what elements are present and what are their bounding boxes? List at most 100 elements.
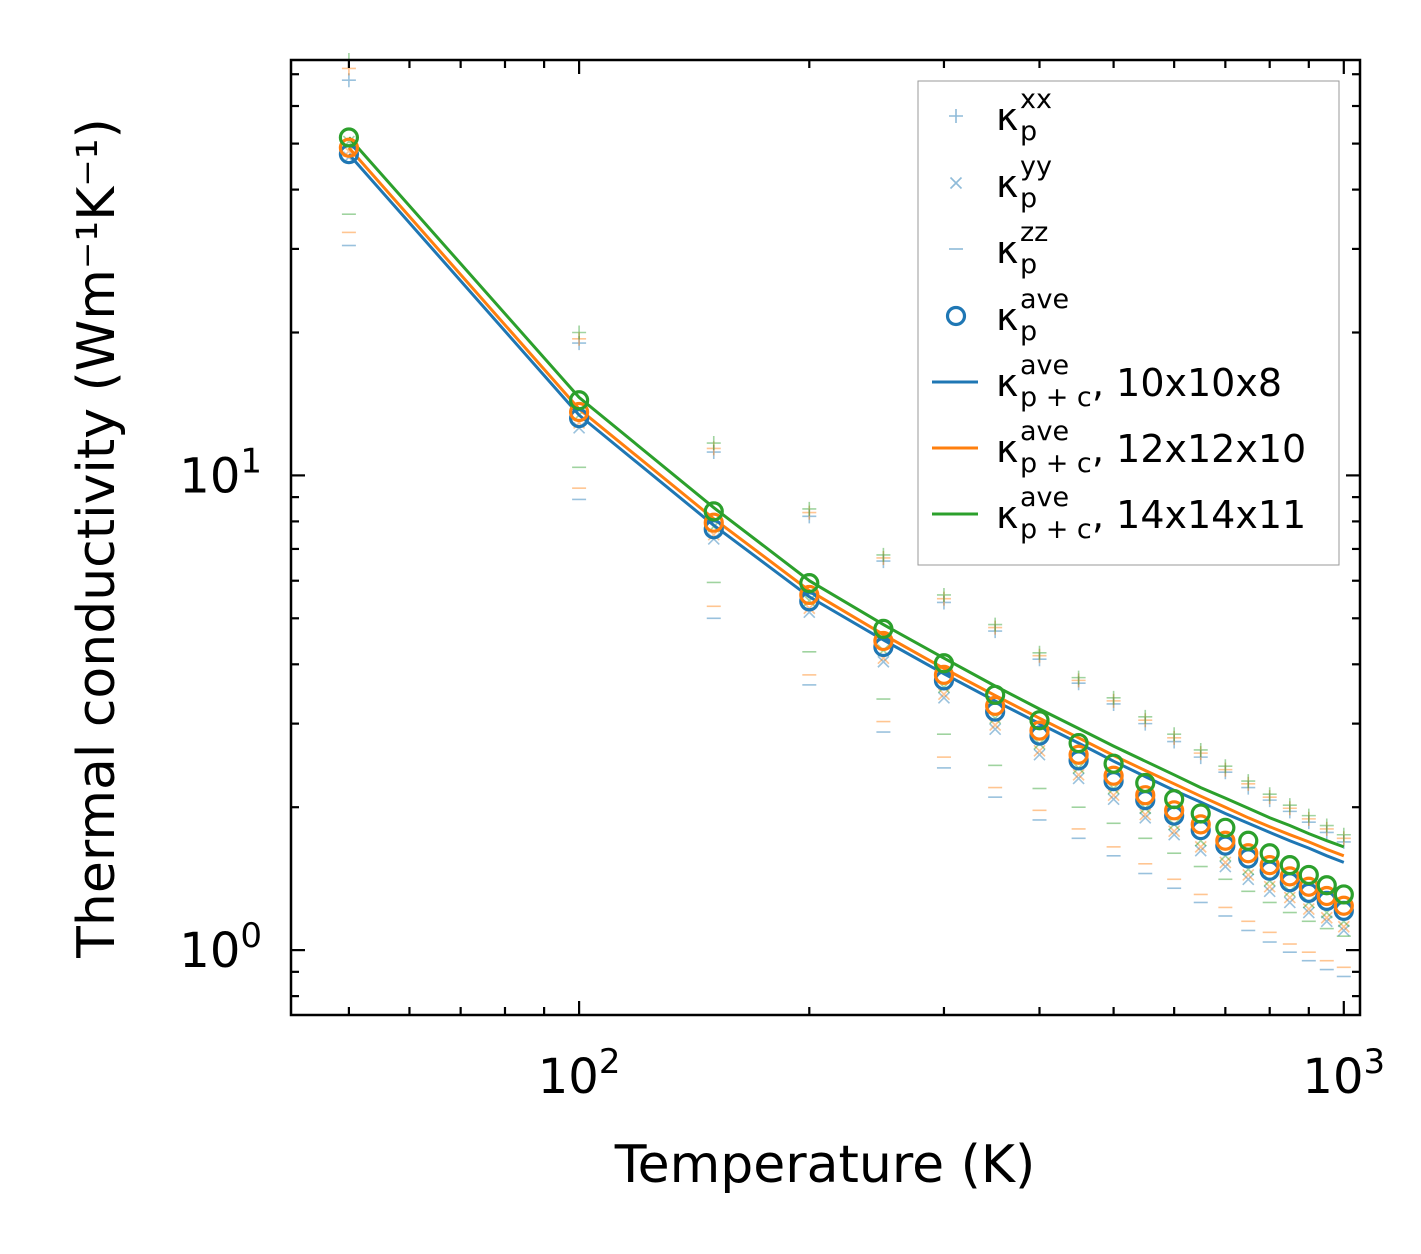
- kappa-ave-marker: [1259, 843, 1280, 864]
- kappa-xx-marker: [1301, 815, 1316, 830]
- kappa-ave-marker: [338, 137, 360, 158]
- plot-area: [338, 53, 1354, 978]
- tick-label: 101: [179, 441, 262, 504]
- kappa-xx-marker: [1241, 774, 1256, 789]
- kappa-xx-marker: [1071, 670, 1086, 685]
- kappa-yy-marker: [1139, 808, 1152, 821]
- kappa-xx-marker: [802, 505, 817, 520]
- kappa-ave-marker: [703, 501, 724, 522]
- kappa-ave-marker: [1238, 843, 1259, 864]
- kappa-ave-marker: [1259, 855, 1280, 876]
- kappa-zz-marker-group: [341, 244, 1351, 978]
- kappa-ave-marker: [1279, 866, 1300, 887]
- kappa-ave-group: [338, 127, 1354, 905]
- kappa-yy-marker: [1033, 748, 1046, 761]
- kappa-pc-line: [347, 146, 1345, 858]
- kappa-xx-marker: [341, 73, 356, 88]
- kappa-xx-marker: [1071, 673, 1086, 688]
- kappa-yy-marker: [1168, 828, 1181, 841]
- kappa-xx-marker: [1218, 762, 1233, 777]
- kappa-yy-marker: [989, 718, 1002, 732]
- kappa-xx-marker: [1336, 827, 1351, 842]
- kappa-xx-marker: [988, 624, 1003, 639]
- kappa-xx-marker: [1319, 818, 1334, 833]
- kappa-ave-marker: [1215, 830, 1236, 851]
- tick-labels: 102 103 100 101: [179, 441, 1385, 1105]
- kappa-yy-marker: [1263, 880, 1276, 893]
- kappa-yy-marker: [1194, 844, 1207, 857]
- kappa-xx-marker: [1193, 742, 1208, 757]
- kappa-zz-marker-group: [341, 213, 1351, 937]
- kappa-xx-marker: [1138, 716, 1153, 731]
- kappa-yy-marker: [1219, 860, 1232, 873]
- kappa-xx-marker: [572, 336, 587, 351]
- kappa-ave-marker: [933, 664, 955, 685]
- kappa-yy-marker: [1320, 911, 1333, 924]
- kappa-xx-marker: [936, 591, 951, 606]
- kappa-xx-marker: [1138, 713, 1153, 728]
- kappa-yy-marker: [1107, 789, 1120, 802]
- legend-circle-marker: [945, 305, 967, 327]
- kappa-xx-marker: [1282, 804, 1297, 819]
- plot-frame: [289, 58, 1362, 1017]
- kappa-yy-marker: [1139, 811, 1152, 824]
- kappa-xx-marker: [1262, 793, 1277, 808]
- kappa-xx-marker: [876, 547, 891, 562]
- legend-entry: κave p + c, 14x14x11: [932, 482, 1306, 545]
- tick-label: 102: [538, 1042, 621, 1105]
- kappa-xx-marker: [1336, 831, 1351, 846]
- legend-entry: κyy p: [949, 151, 1052, 214]
- kappa-ave-marker: [1298, 864, 1319, 886]
- kappa-yy-marker: [877, 655, 890, 668]
- kappa-xx-marker: [802, 509, 817, 524]
- kappa-yy-marker: [989, 723, 1002, 736]
- kappa-xx-marker: [988, 620, 1003, 635]
- kappa-yy-marker: [1033, 744, 1046, 757]
- kappa-ave-marker: [1215, 817, 1236, 838]
- kappa-xx-marker-group: [341, 53, 1351, 842]
- kappa-ave-marker: [1029, 720, 1050, 741]
- kappa-xx-marker: [1319, 825, 1334, 840]
- kappa-xx-marker: [876, 550, 891, 565]
- kappa-xx-marker: [936, 587, 951, 602]
- kappa-xx-marker: [1193, 750, 1208, 765]
- kappa-xx-marker: [936, 595, 951, 610]
- kappa-ave-marker: [1103, 753, 1124, 774]
- kappa-ave-marker: [1164, 800, 1185, 821]
- kappa-ave-marker: [873, 618, 894, 639]
- kappa-ave-marker: [799, 584, 820, 606]
- legend-cross-marker: [949, 176, 963, 190]
- kappa-yy-marker: [1194, 840, 1207, 853]
- legend-label: κave p: [996, 284, 1069, 347]
- kappa-pc-line: [347, 153, 1345, 864]
- kappa-xx-marker: [1301, 811, 1316, 826]
- kappa-ave-marker: [1103, 765, 1124, 786]
- kappa-xx-marker: [802, 501, 817, 516]
- kappa-ave-marker: [1333, 895, 1354, 916]
- legend-entry: κxx p: [949, 84, 1052, 147]
- legend-entry: κave p + c, 10x10x8: [932, 350, 1282, 413]
- kappa-zz-marker-group: [341, 231, 1351, 969]
- kappa-ave-marker: [1333, 884, 1354, 905]
- kappa-yy-marker: [1302, 906, 1315, 919]
- tick-label: 100: [179, 916, 262, 979]
- kappa-xx-marker: [1193, 746, 1208, 761]
- kappa-yy-marker: [937, 691, 951, 704]
- kappa-yy-marker: [1219, 856, 1232, 869]
- y-axis-label: Thermal conductivity (Wm⁻¹K⁻¹): [67, 118, 127, 959]
- kappa-ave-marker: [1190, 803, 1211, 824]
- kappa-xx-marker: [876, 554, 891, 569]
- kappa-yy-marker: [1302, 903, 1315, 916]
- kappa-xx-marker: [1301, 808, 1316, 823]
- kappa-yy-marker: [1072, 772, 1085, 785]
- kappa-xx-marker: [1106, 696, 1121, 711]
- kappa-ave-marker: [338, 127, 360, 148]
- legend-entry: κave p: [945, 284, 1069, 347]
- kappa-yy-marker: [1168, 825, 1181, 838]
- kappa-xx-marker: [572, 325, 587, 340]
- legend-label: κave p + c, 14x14x11: [996, 482, 1306, 545]
- kappa-yy-marker: [1242, 868, 1255, 882]
- kappa-yy-marker-group: [342, 151, 1350, 937]
- kappa-ave-marker: [1135, 772, 1156, 794]
